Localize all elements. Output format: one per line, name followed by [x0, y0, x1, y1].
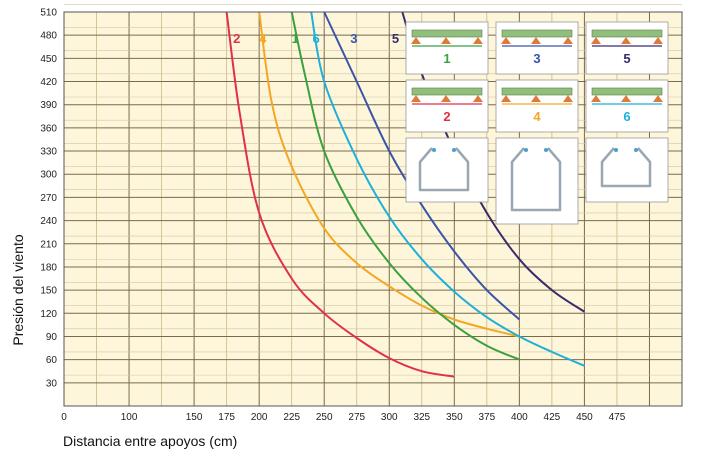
- x-tick-label: 150: [186, 412, 203, 423]
- x-tick-label: 400: [511, 412, 528, 423]
- profile-shape: [510, 147, 562, 212]
- legend-number-5: 5: [623, 51, 630, 66]
- support-icon: [441, 37, 451, 44]
- support-icon: [501, 37, 511, 44]
- x-tick-label: 350: [446, 412, 463, 423]
- x-tick-label: 225: [283, 412, 300, 423]
- series-line-4: [258, 11, 520, 338]
- beam-shape: [591, 87, 663, 96]
- profile-panel: [585, 137, 669, 203]
- support-icon: [563, 37, 573, 44]
- beam-shape: [591, 29, 663, 38]
- curve-label-6: 6: [313, 31, 320, 46]
- x-tick-label: 300: [381, 412, 398, 423]
- y-tick-label: 210: [40, 239, 57, 250]
- legend-number-2: 2: [443, 109, 450, 124]
- legend-panels: 1 3 5 2 4 6: [405, 21, 669, 225]
- support-icon: [473, 37, 483, 44]
- y-tick-label: 450: [40, 54, 57, 65]
- x-tick-label: 100: [121, 412, 138, 423]
- y-tick-label: 270: [40, 193, 57, 204]
- x-tick-label: 200: [251, 412, 268, 423]
- x-tick-label: 375: [478, 412, 495, 423]
- plot-frame: [63, 11, 683, 407]
- x-tick-label: 450: [576, 412, 593, 423]
- curve-label-2: 2: [233, 31, 240, 46]
- series-line-1: [290, 11, 520, 361]
- support-icon: [591, 37, 601, 44]
- legend-number-3: 3: [533, 51, 540, 66]
- profile-panel: [495, 137, 579, 225]
- series-line-6: [310, 11, 585, 367]
- support-icon: [411, 37, 421, 44]
- support-icon: [411, 95, 421, 102]
- y-tick-label: 150: [40, 286, 57, 297]
- curves: [225, 11, 585, 378]
- y-tick-label: 360: [40, 123, 57, 134]
- y-tick-label: 330: [40, 147, 57, 158]
- support-icon: [591, 95, 601, 102]
- beam-shape: [411, 87, 483, 96]
- support-icon: [653, 95, 663, 102]
- y-tick-label: 30: [46, 378, 58, 389]
- support-icon: [531, 95, 541, 102]
- curve-label-5: 5: [392, 31, 399, 46]
- x-tick-label: 475: [609, 412, 626, 423]
- x-tick-label: 425: [544, 412, 561, 423]
- y-axis-title: Presión del viento: [10, 234, 26, 346]
- profile-panel: [405, 137, 489, 203]
- y-tick-label: 300: [40, 170, 57, 181]
- x-axis-title: Distancia entre apoyos (cm): [63, 433, 237, 449]
- y-tick-label: 240: [40, 216, 57, 227]
- support-icon: [621, 95, 631, 102]
- support-icon: [621, 37, 631, 44]
- support-icon: [653, 37, 663, 44]
- x-tick-label: 275: [348, 412, 365, 423]
- profile-dot: [452, 148, 456, 152]
- y-tick-label: 480: [40, 31, 57, 42]
- legend-number-6: 6: [623, 109, 630, 124]
- series-line-2: [225, 11, 455, 378]
- y-tick-label: 90: [46, 332, 58, 343]
- support-icon: [501, 95, 511, 102]
- support-icon: [441, 95, 451, 102]
- beam-shape: [411, 29, 483, 38]
- profile-dot: [524, 148, 528, 152]
- x-tick-label: 175: [218, 412, 235, 423]
- support-icon: [563, 95, 573, 102]
- legend-number-4: 4: [533, 109, 541, 124]
- beam-shape: [501, 87, 573, 96]
- x-tick-label: 0: [61, 412, 67, 423]
- profile-shape: [600, 147, 652, 188]
- plot-background: [64, 12, 682, 406]
- beam-shape: [501, 29, 573, 38]
- support-icon: [473, 95, 483, 102]
- profile-dot: [634, 148, 638, 152]
- y-tick-label: 180: [40, 262, 57, 273]
- support-icon: [531, 37, 541, 44]
- curve-label-3: 3: [350, 31, 357, 46]
- profile-dot: [614, 148, 618, 152]
- y-tick-label: 60: [46, 355, 58, 366]
- y-tick-label: 510: [40, 8, 57, 19]
- legend-number-1: 1: [443, 51, 450, 66]
- curve-label-4: 4: [259, 31, 267, 46]
- profile-dot: [432, 148, 436, 152]
- series-line-3: [323, 11, 521, 321]
- y-tick-label: 420: [40, 77, 57, 88]
- y-tick-label: 390: [40, 100, 57, 111]
- x-axis-ticks: 0 100 150 175 200 225 250 275 300 325 350 375 400 425…: [61, 412, 626, 423]
- y-axis-ticks: 30 60 90 120 150 180 210 240 270 300 330 360 390 420 4…: [40, 8, 57, 390]
- x-tick-label: 250: [316, 412, 333, 423]
- y-tick-label: 120: [40, 309, 57, 320]
- x-tick-label: 325: [413, 412, 430, 423]
- profile-dot: [544, 148, 548, 152]
- profile-shape: [418, 147, 470, 192]
- curve-label-1: 1: [292, 31, 299, 46]
